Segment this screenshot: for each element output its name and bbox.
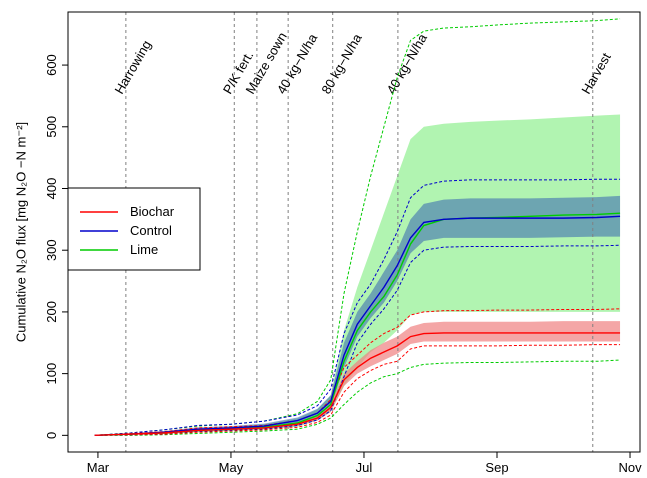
y-axis-label: Cumulative N₂O flux [mg N₂O −N m⁻²] bbox=[13, 122, 28, 342]
x-tick-label: Mar bbox=[87, 460, 110, 475]
outer-lower-line bbox=[94, 344, 621, 436]
legend-label: Biochar bbox=[130, 204, 175, 219]
legend-label: Lime bbox=[130, 242, 158, 257]
legend-label: Control bbox=[130, 223, 172, 238]
y-tick-label: 0 bbox=[44, 432, 59, 439]
y-tick-label: 500 bbox=[44, 116, 59, 138]
outer-upper-line bbox=[94, 178, 621, 436]
x-tick-label: May bbox=[219, 460, 244, 475]
y-tick-label: 300 bbox=[44, 239, 59, 261]
confidence-band bbox=[94, 195, 621, 436]
y-tick-label: 600 bbox=[44, 54, 59, 76]
outer-lower-line bbox=[94, 244, 621, 436]
event-label: Harvest bbox=[578, 50, 614, 97]
event-label: 40 kg−N/ha bbox=[384, 30, 431, 96]
x-tick-label: Nov bbox=[618, 460, 642, 475]
y-tick-label: 100 bbox=[44, 363, 59, 385]
event-label: Harrowing bbox=[111, 38, 154, 97]
outer-lower-line bbox=[94, 359, 621, 436]
confidence-band bbox=[94, 114, 621, 436]
x-tick-label: Sep bbox=[485, 460, 508, 475]
outer-upper-line bbox=[94, 308, 621, 436]
mean-line bbox=[94, 215, 621, 437]
y-tick-label: 400 bbox=[44, 178, 59, 200]
legend-box bbox=[67, 187, 201, 271]
mean-line bbox=[94, 332, 621, 437]
x-tick-label: Jul bbox=[356, 460, 373, 475]
y-tick-label: 200 bbox=[44, 301, 59, 323]
event-label: 80 kg−N/ha bbox=[318, 30, 365, 96]
